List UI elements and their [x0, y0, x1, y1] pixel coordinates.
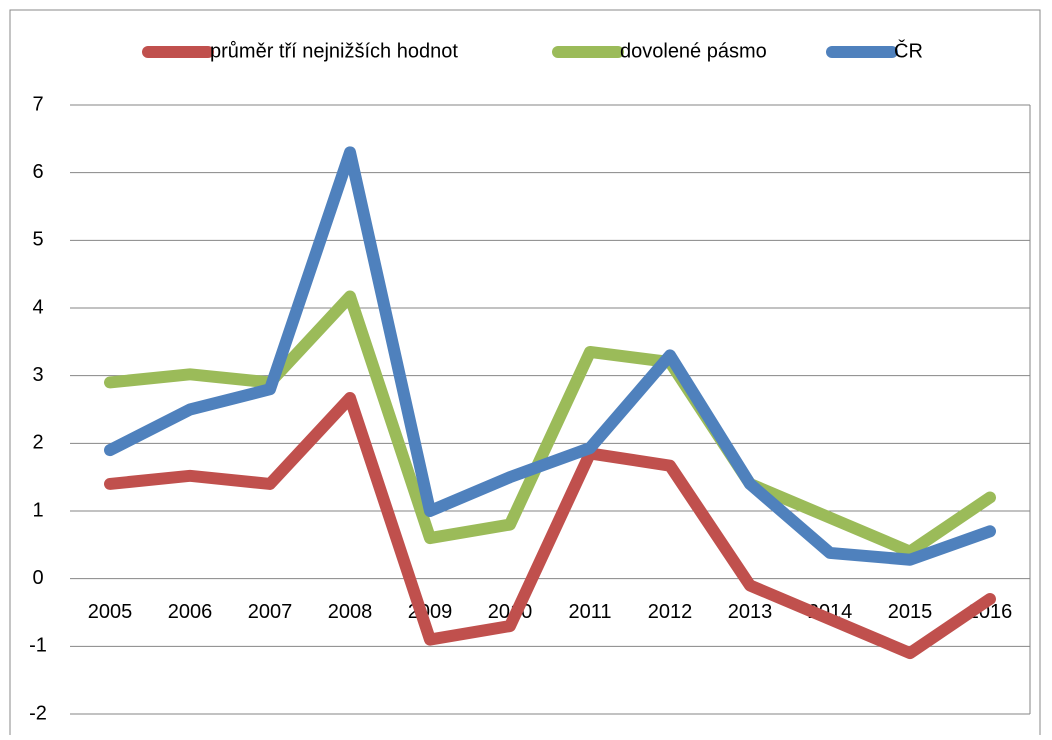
- y-tick-label: 6: [32, 161, 43, 183]
- series-line: [104, 391, 996, 660]
- y-tick-label: 2: [32, 432, 43, 454]
- x-tick-label: 2013: [728, 601, 773, 623]
- x-tick-label: 2006: [168, 601, 213, 623]
- y-tick-label: 4: [32, 296, 43, 318]
- y-tick-label: -2: [29, 702, 47, 724]
- x-tick-label: 2008: [328, 601, 373, 623]
- y-tick-label: 1: [32, 499, 43, 521]
- x-tick-label: 2007: [248, 601, 293, 623]
- x-tick-label: 2011: [568, 601, 611, 623]
- y-tick-label: 3: [32, 364, 43, 386]
- series-line: [104, 146, 996, 566]
- y-tick-label: 5: [32, 229, 43, 251]
- y-tick-label: 7: [32, 93, 43, 115]
- x-tick-label: 2015: [888, 601, 933, 623]
- x-tick-label: 2005: [88, 601, 133, 623]
- legend-label: průměr tří nejnižších hodnot: [210, 40, 458, 62]
- y-tick-label: 0: [32, 567, 43, 589]
- legend-label: dovolené pásmo: [620, 40, 767, 62]
- x-tick-label: 2012: [648, 601, 693, 623]
- legend-label: ČR: [894, 39, 923, 62]
- y-tick-label: -1: [29, 635, 47, 657]
- series-line: [104, 290, 996, 558]
